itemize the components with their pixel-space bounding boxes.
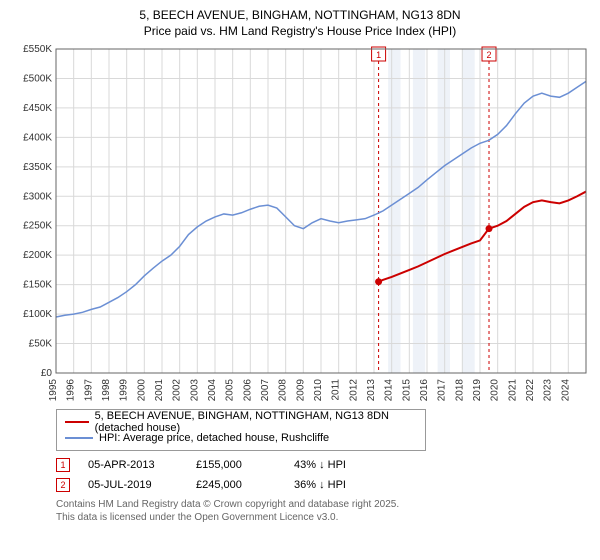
y-tick-label: £200K xyxy=(23,250,52,261)
x-tick-label: 2018 xyxy=(454,379,465,402)
legend-label: 5, BEECH AVENUE, BINGHAM, NOTTINGHAM, NG… xyxy=(95,410,417,434)
chart-plot-area: £0 £50K £100K £150K £200K £250K £300K £350K £400… xyxy=(10,43,590,403)
title-subtitle: Price paid vs. HM Land Registry's House … xyxy=(10,24,590,40)
sale-date: 05-APR-2013 xyxy=(88,459,178,471)
x-tick-label: 2017 xyxy=(437,379,448,402)
x-tick-label: 2000 xyxy=(136,379,147,402)
y-tick-label: £450K xyxy=(23,103,52,114)
footer-attribution: Contains HM Land Registry data © Crown c… xyxy=(56,499,590,524)
legend-item: 5, BEECH AVENUE, BINGHAM, NOTTINGHAM, NG… xyxy=(65,414,417,430)
y-tick-label: £550K xyxy=(23,44,52,55)
chart-svg: £0 £50K £100K £150K £200K £250K £300K £350K £400… xyxy=(10,43,590,403)
legend: 5, BEECH AVENUE, BINGHAM, NOTTINGHAM, NG… xyxy=(56,409,426,451)
shaded-band xyxy=(438,49,450,373)
y-tick-label: £150K xyxy=(23,280,52,291)
title-address: 5, BEECH AVENUE, BINGHAM, NOTTINGHAM, NG… xyxy=(10,8,590,24)
x-tick-label: 1999 xyxy=(119,379,130,402)
shaded-band xyxy=(413,49,425,373)
x-tick-label: 2012 xyxy=(348,379,359,402)
shaded-band xyxy=(462,49,474,373)
x-tick-label: 2007 xyxy=(260,379,271,402)
sale-marker-badge: 1 xyxy=(56,458,70,472)
x-tick-label: 1997 xyxy=(83,379,94,402)
sale-row: 1 05-APR-2013 £155,000 43% ↓ HPI xyxy=(56,455,590,475)
shaded-band xyxy=(388,49,400,373)
x-tick-label: 2003 xyxy=(189,379,200,402)
x-tick-label: 2008 xyxy=(278,379,289,402)
legend-label: HPI: Average price, detached house, Rush… xyxy=(99,432,329,444)
x-tick-label: 2013 xyxy=(366,379,377,402)
x-tick-label: 1995 xyxy=(48,379,59,402)
x-tick-label: 2024 xyxy=(560,379,571,402)
chart-container: { "title": { "line1": "5, BEECH AVENUE, … xyxy=(0,0,600,560)
x-tick-label: 2014 xyxy=(384,379,395,402)
x-tick-label: 1998 xyxy=(101,379,112,402)
sale-price: £155,000 xyxy=(196,459,276,471)
x-tick-label: 2023 xyxy=(543,379,554,402)
footer-line2: This data is licensed under the Open Gov… xyxy=(56,512,590,525)
x-tick-label: 2020 xyxy=(490,379,501,402)
x-tick-label: 2006 xyxy=(242,379,253,402)
x-tick-label: 2022 xyxy=(525,379,536,402)
y-tick-label: £0 xyxy=(41,368,53,379)
sale-dot xyxy=(375,278,382,285)
y-tick-label: £100K xyxy=(23,309,52,320)
x-tick-label: 2001 xyxy=(154,379,165,402)
legend-swatch xyxy=(65,437,93,439)
sale-date: 05-JUL-2019 xyxy=(88,479,178,491)
sale-pct-vs-hpi: 36% ↓ HPI xyxy=(294,479,384,491)
sale-price: £245,000 xyxy=(196,479,276,491)
y-tick-label: £300K xyxy=(23,191,52,202)
chart-title: 5, BEECH AVENUE, BINGHAM, NOTTINGHAM, NG… xyxy=(10,8,590,39)
x-tick-label: 2002 xyxy=(172,379,183,402)
x-tick-label: 2011 xyxy=(331,379,342,401)
x-tick-label: 2009 xyxy=(295,379,306,402)
sale-row: 2 05-JUL-2019 £245,000 36% ↓ HPI xyxy=(56,475,590,495)
footer-line1: Contains HM Land Registry data © Crown c… xyxy=(56,499,590,512)
sale-dot xyxy=(486,225,493,232)
sale-marker-number: 1 xyxy=(376,50,381,60)
y-tick-label: £250K xyxy=(23,221,52,232)
x-tick-label: 2015 xyxy=(401,379,412,402)
x-tick-label: 2005 xyxy=(225,379,236,402)
sale-marker-number: 2 xyxy=(487,50,492,60)
sale-pct-vs-hpi: 43% ↓ HPI xyxy=(294,459,384,471)
y-tick-label: £500K xyxy=(23,74,52,85)
x-tick-label: 2016 xyxy=(419,379,430,402)
sale-marker-badge: 2 xyxy=(56,478,70,492)
x-tick-label: 2004 xyxy=(207,379,218,402)
x-tick-label: 2019 xyxy=(472,379,483,402)
y-tick-label: £50K xyxy=(29,339,53,350)
sales-table: 1 05-APR-2013 £155,000 43% ↓ HPI 2 05-JUL-201… xyxy=(56,455,590,495)
y-tick-label: £400K xyxy=(23,133,52,144)
x-tick-label: 2021 xyxy=(507,379,518,402)
legend-swatch xyxy=(65,421,89,423)
x-tick-label: 2010 xyxy=(313,379,324,402)
y-tick-label: £350K xyxy=(23,162,52,173)
x-tick-label: 1996 xyxy=(66,379,77,402)
